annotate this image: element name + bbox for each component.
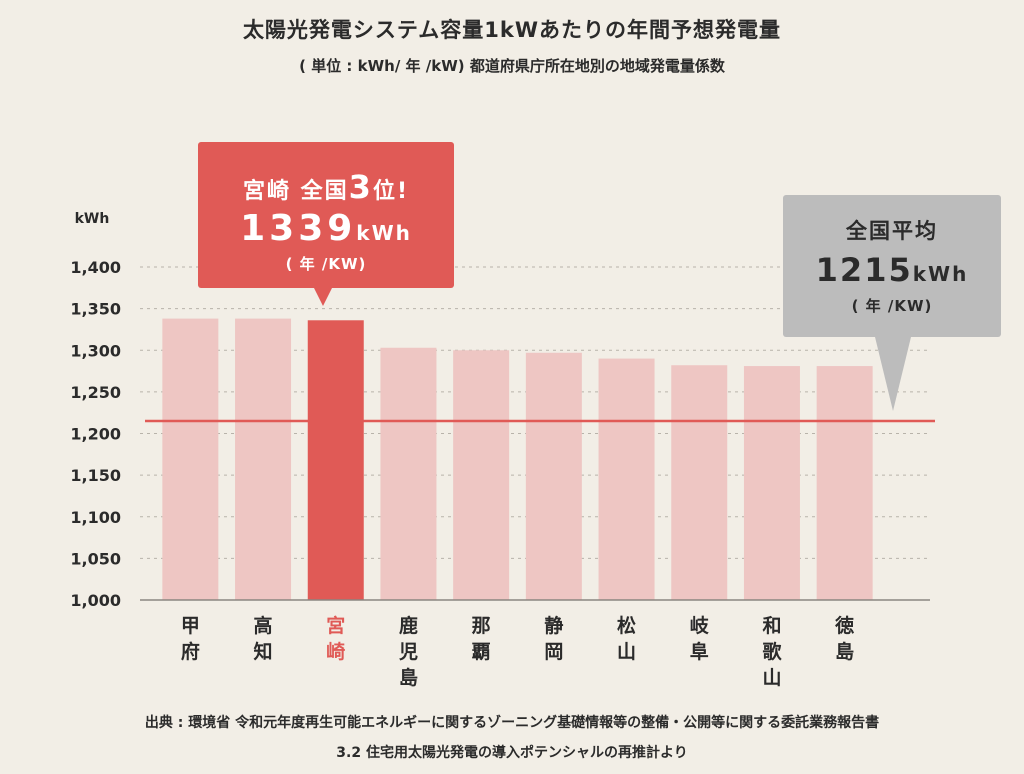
source-line-1: 出典 : 環境省 令和元年度再生可能エネルギーに関するゾーニング基礎情報等の整備… — [144, 715, 880, 731]
source-line-2: 3.2 住宅用太陽光発電の導入ポテンシャルの再推計より — [336, 745, 688, 761]
average-label: 全国平均 — [846, 219, 938, 243]
y-tick-label: 1,100 — [70, 508, 121, 527]
x-category-label-char: 島 — [835, 640, 854, 663]
highlight-rank-suffix: 位! — [372, 179, 409, 204]
y-tick-label: 1,300 — [70, 341, 121, 360]
y-tick-label: 1,000 — [70, 591, 121, 610]
y-axis-unit-label: kWh — [75, 211, 110, 227]
highlight-value: 1339 — [240, 208, 357, 249]
x-category-label-char: 覇 — [472, 641, 491, 663]
x-category-label-char: 岡 — [544, 641, 563, 663]
bar-1 — [162, 318, 219, 600]
x-category-label-char: 府 — [181, 640, 200, 663]
highlight-rank-prefix: 宮崎 全国 — [243, 179, 349, 204]
x-category-label-char: 崎 — [326, 640, 345, 663]
x-category-label-char: 那 — [472, 615, 491, 637]
x-category-label-char: 阜 — [690, 640, 709, 663]
x-category-label-char: 高 — [254, 614, 273, 637]
average-callout: 全国平均 1215kWh ( 年 /KW) — [783, 195, 1001, 411]
average-unit: kWh — [912, 262, 969, 286]
x-category-label-char: 静 — [544, 614, 563, 637]
x-category-label-char: 徳 — [834, 614, 854, 637]
x-category-label-char: 児 — [398, 641, 418, 663]
average-per: ( 年 /KW) — [851, 297, 933, 315]
bar-4 — [380, 347, 437, 600]
y-tick-label: 1,200 — [70, 425, 121, 444]
chart-subtitle: ( 単位 : kWh/ 年 /kW) 都道府県庁所在地別の地域発電量係数 — [299, 57, 725, 75]
bar-8 — [671, 365, 728, 600]
x-category-label-char: 歌 — [762, 640, 782, 663]
bar-5 — [453, 350, 510, 600]
x-category-label-char: 松 — [617, 614, 636, 637]
bar-6 — [525, 352, 582, 600]
x-category-label-char: 山 — [617, 641, 636, 663]
y-tick-label: 1,150 — [70, 466, 121, 485]
highlight-per: ( 年 /KW) — [285, 255, 367, 273]
x-category-label-char: 知 — [254, 640, 273, 663]
bar-2 — [235, 318, 292, 600]
highlight-rank-number: 3 — [348, 168, 373, 206]
bar-3 — [307, 320, 364, 600]
x-category-label-char: 宮 — [326, 614, 345, 637]
chart-title: 太陽光発電システム容量1kWあたりの年間予想発電量 — [242, 18, 782, 42]
highlight-unit: kWh — [356, 221, 412, 245]
y-tick-label: 1,250 — [70, 383, 121, 402]
highlight-rank-line: 宮崎 全国3位! — [198, 168, 454, 206]
y-tick-label: 1,050 — [70, 549, 121, 568]
highlight-callout: 宮崎 全国3位! 1339kWh ( 年 /KW) — [198, 142, 454, 306]
y-tick-label: 1,400 — [70, 258, 121, 277]
x-category-label-char: 鹿 — [399, 614, 418, 637]
bar-7 — [598, 358, 655, 600]
x-category-label-char: 山 — [762, 667, 781, 689]
bar-chart: kWh 1,000 1,050 1,100 1,150 1,200 1,250 1,300 1,… — [70, 211, 935, 689]
bar-9 — [743, 366, 800, 600]
average-value: 1215 — [815, 251, 913, 289]
x-category-label-char: 島 — [399, 666, 418, 689]
y-tick-label: 1,350 — [70, 300, 121, 319]
bar-10 — [816, 366, 873, 600]
x-category-label-char: 甲 — [181, 615, 200, 637]
highlight-value-line: 1339kWh — [198, 208, 454, 249]
x-category-label-char: 岐 — [690, 615, 710, 637]
x-category-label-char: 和 — [762, 614, 781, 637]
average-value-line: 1215kWh — [783, 251, 1001, 289]
